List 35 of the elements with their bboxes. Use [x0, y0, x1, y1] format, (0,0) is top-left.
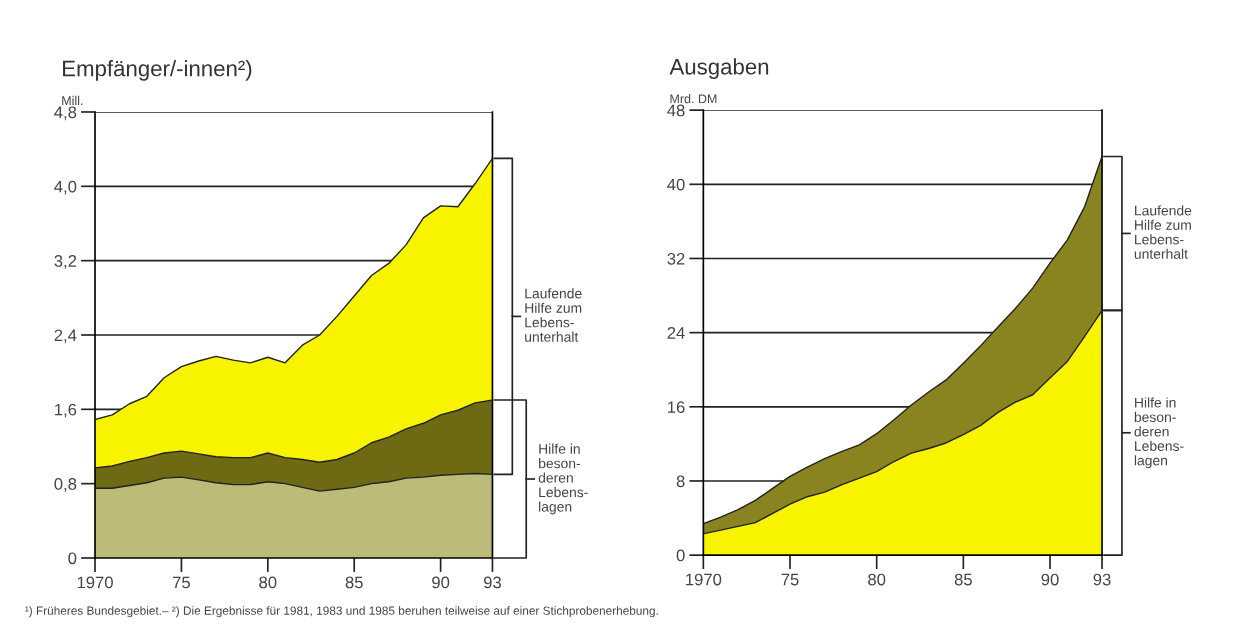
x-tick-label: 93 — [483, 576, 501, 589]
text: Laufende Hilfe zum Lebens- unterhalt — [1134, 205, 1192, 259]
y-tick-label: 24 — [667, 327, 685, 339]
y-tick-label: 4,0 — [54, 180, 77, 195]
x-tick-label: 85 — [345, 576, 363, 589]
x-tick-label: 93 — [1093, 573, 1111, 586]
y-tick-label: 4,8 — [54, 106, 77, 121]
x-tick-label: 75 — [781, 573, 799, 586]
text: Hilfe in beson- deren Lebens- lagen — [538, 443, 588, 515]
x-tick-label: 90 — [1041, 573, 1059, 586]
x-tick-label: 1970 — [77, 576, 113, 589]
y-tick-label: 0 — [676, 549, 685, 562]
x-tick-label: 85 — [954, 573, 972, 586]
y-axis-title: Mrd. DM — [670, 94, 717, 104]
y-tick-label: 8 — [676, 475, 685, 488]
chart-title: Ausgaben — [669, 58, 769, 79]
chart-title: Empfänger/-innen²) — [63, 60, 252, 81]
y-tick-label: 2,4 — [54, 329, 77, 344]
y-tick-label: 3,2 — [54, 255, 77, 269]
y-tick-label: 32 — [667, 252, 685, 265]
y-tick-label: 0 — [68, 552, 77, 565]
text: Hilfe in beson- deren Lebens- lagen — [1134, 397, 1184, 469]
x-tick-label: 75 — [173, 576, 190, 589]
x-tick-label: 90 — [432, 576, 450, 589]
x-tick-label: 80 — [259, 576, 277, 589]
y-tick-label: 1,6 — [55, 403, 77, 418]
y-tick-label: 0,8 — [54, 478, 77, 492]
y-tick-label: 40 — [667, 178, 685, 191]
x-tick-label: 1970 — [686, 573, 722, 586]
text: ¹) Früheres Bundesgebiet.– ²) Die Ergebnisse für 1981, 1983 und 1985 beruhen teilweise auf einer Stichprobenerhebung. — [25, 606, 658, 618]
y-tick-label: 16 — [668, 401, 685, 414]
x-tick-label: 80 — [868, 573, 886, 586]
y-axis-title: Mill. — [62, 95, 83, 105]
y-tick-label: 48 — [667, 104, 685, 117]
text: Laufende Hilfe zum Lebens- unterhalt — [525, 288, 582, 342]
